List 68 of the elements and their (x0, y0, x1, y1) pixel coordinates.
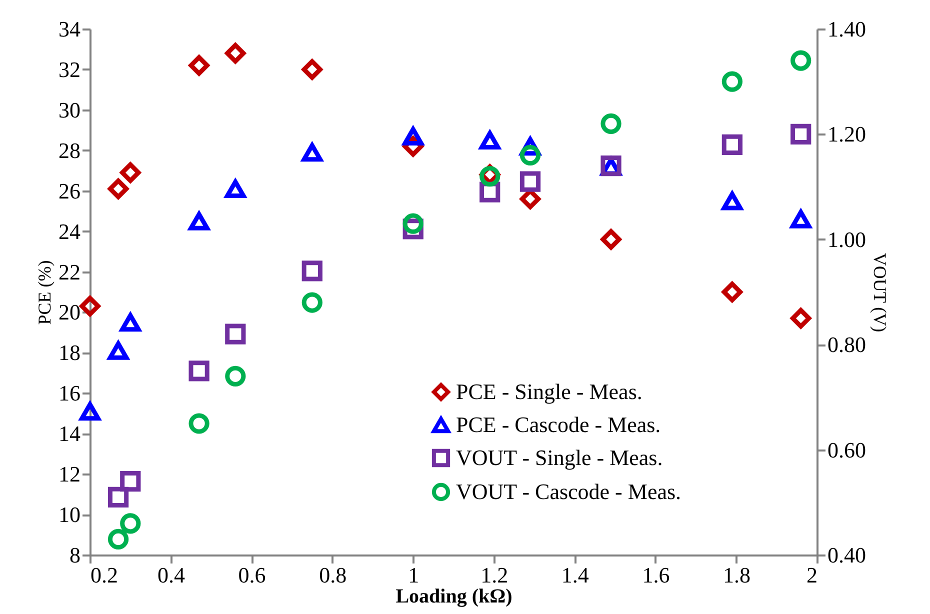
x-tick-label: 0.6 (238, 562, 266, 588)
legend-label: PCE - Cascode - Meas. (456, 412, 661, 437)
y2-tick-label: 0.60 (828, 437, 866, 462)
y2-tick-label: 1.40 (828, 16, 866, 42)
x-tick-label: 1.4 (561, 562, 589, 588)
y-tick-label: 32 (58, 56, 80, 82)
y-tick-label: 10 (58, 502, 80, 528)
point (600, 229, 622, 250)
point (120, 162, 141, 183)
point (790, 124, 812, 145)
point (402, 213, 424, 234)
y-tick-label: 26 (58, 178, 80, 204)
point (722, 71, 742, 92)
point (302, 260, 322, 282)
x-tick-label: 1.8 (722, 562, 750, 588)
point (520, 171, 541, 192)
point (520, 144, 541, 166)
y-tick-label: 18 (58, 340, 80, 366)
y-tick-label: 30 (58, 97, 80, 122)
point (402, 126, 424, 146)
y2-tick-label: 0.80 (828, 332, 866, 358)
point (790, 308, 812, 329)
point (188, 55, 210, 76)
point (722, 134, 742, 156)
y-tick-label: 12 (58, 462, 80, 487)
point (120, 471, 141, 492)
point (722, 282, 742, 302)
y2-axis-title: VOUT (V) (870, 252, 890, 332)
legend-label: PCE - Single - Meas. (456, 379, 642, 404)
x-axis-title: Loading (kΩ) (396, 586, 512, 608)
point (225, 42, 246, 64)
point (108, 178, 129, 200)
point (108, 341, 129, 360)
x-tick-label: 0.8 (319, 562, 347, 588)
y2-tick-label: 1.20 (828, 122, 866, 147)
legend-label: VOUT - Single - Meas. (456, 445, 663, 470)
y-tick-label: 20 (58, 300, 80, 325)
point (80, 296, 100, 316)
x-tick-label: 2 (806, 562, 818, 588)
point (600, 113, 622, 134)
y-tick-label: 28 (58, 138, 80, 163)
x-tick-label: 1.6 (642, 562, 670, 588)
y-tick-label: 22 (58, 259, 80, 284)
x-tick-label: 0.4 (158, 562, 186, 588)
point (225, 324, 246, 344)
point (188, 413, 210, 434)
x-tick-label: 1 (408, 562, 420, 588)
point (188, 360, 210, 382)
point (225, 366, 246, 386)
point (790, 50, 812, 71)
x-tick-label: 1.2 (480, 562, 508, 588)
point (120, 513, 141, 534)
y-tick-label: 34 (58, 16, 80, 42)
y-tick-label: 14 (58, 421, 80, 446)
y-tick-label: 16 (58, 380, 80, 406)
y2-tick-label: 0.40 (828, 542, 866, 568)
point (188, 212, 210, 230)
point (790, 210, 812, 228)
y-tick-label: 8 (70, 542, 80, 568)
point (108, 486, 129, 508)
point (302, 292, 322, 313)
y-tick-label: 24 (58, 218, 80, 244)
point (108, 528, 129, 550)
y2-tick-label: 1.00 (828, 226, 866, 252)
y-axis-title: PCE (%) (34, 260, 54, 325)
x-tick-label: 0.2 (90, 562, 118, 588)
point (302, 59, 322, 80)
legend-label: VOUT - Cascode - Meas. (456, 479, 682, 504)
